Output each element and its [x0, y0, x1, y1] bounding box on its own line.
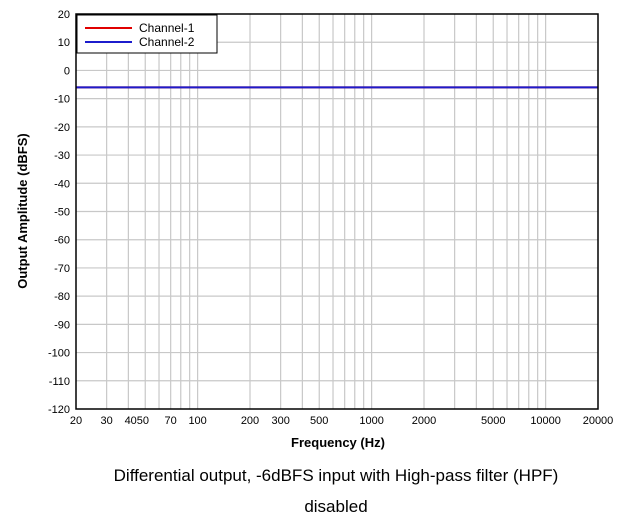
grid-lines [76, 14, 598, 409]
y-tick-label: -90 [54, 319, 70, 331]
y-tick-labels: 20 10 0 -10 -20 -30 -40 -50 -60 -70 -80 -90 -100 -110… [48, 9, 70, 416]
x-tick-label: 500 [310, 415, 328, 427]
x-tick-label: 10000 [530, 415, 561, 427]
y-tick-label: -60 [54, 235, 70, 247]
x-tick-label: 20000 [583, 415, 614, 427]
plot-frame [75, 13, 599, 410]
x-tick-label: 100 [188, 415, 206, 427]
y-tick-label: -100 [48, 348, 70, 360]
y-tick-label: -70 [54, 263, 70, 275]
y-tick-label: -30 [54, 150, 70, 162]
legend-box [76, 14, 218, 54]
x-tick-label: 2000 [412, 415, 436, 427]
x-tick-labels: 20 30 4050 70 100 200 300 500 1000 2000 5000 10000 2… [70, 415, 613, 427]
x-tick-label: 300 [271, 415, 289, 427]
y-tick-label: 10 [58, 37, 70, 49]
x-tick-label: 20 [70, 415, 82, 427]
chart: 20100-10-20-30-40-50-60-70-80-90-100-110… [15, 9, 613, 450]
y-tick-label: -50 [54, 207, 70, 219]
y-tick-label: 20 [58, 9, 70, 21]
y-tick-label: -120 [48, 404, 70, 416]
x-tick-label: 1000 [359, 415, 383, 427]
caption-line-1: Differential output, -6dBFS input with H… [113, 466, 559, 485]
y-tick-label: -20 [54, 122, 70, 134]
y-tick-label: -110 [49, 376, 70, 388]
x-axis-label: Frequency (Hz) [291, 435, 385, 450]
y-tick-label: -10 [54, 94, 70, 106]
y-tick-label: -40 [54, 178, 70, 190]
y-axis-label: Output Amplitude (dBFS) [15, 133, 30, 289]
legend-label: Channel-1 [139, 21, 195, 35]
x-tick-label: 200 [241, 415, 259, 427]
y-tick-label: 0 [64, 65, 70, 77]
x-tick-label: 30 [101, 415, 113, 427]
y-tick-label: -80 [54, 291, 70, 303]
x-tick-label: 4050 [125, 415, 149, 427]
x-tick-label: 70 [165, 415, 177, 427]
legend-label: Channel-2 [139, 35, 195, 49]
caption-line-2: disabled [304, 497, 368, 516]
x-tick-label: 5000 [481, 415, 505, 427]
